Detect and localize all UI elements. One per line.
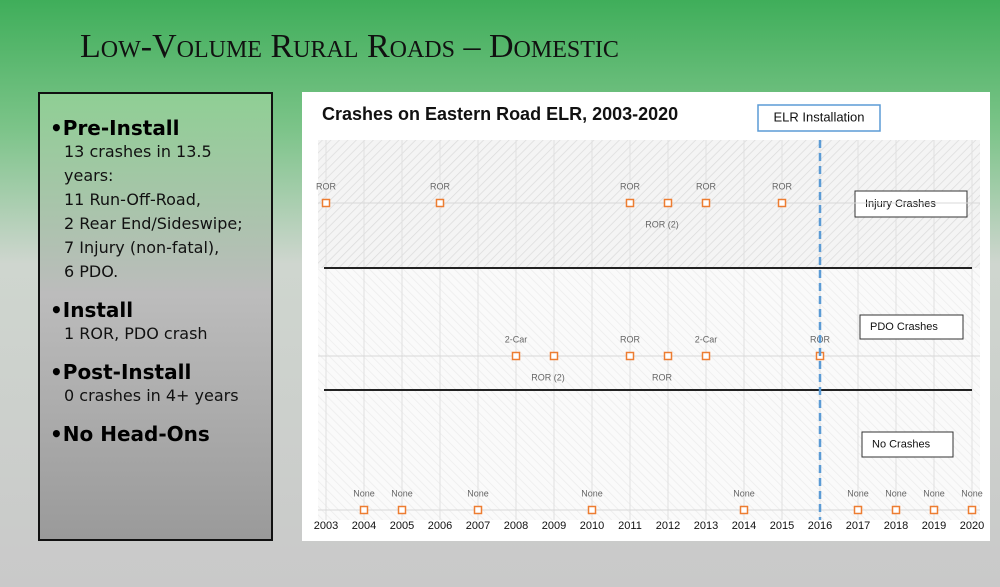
point-label: ROR [316, 181, 337, 191]
bullet-heading: •Install [50, 298, 134, 322]
x-tick-label: 2008 [504, 520, 528, 532]
crash-point [625, 198, 635, 208]
bullet-text: 6 PDO. [64, 262, 119, 281]
chart-box: Crashes on Eastern Road ELR, 2003-2020 2… [302, 92, 990, 541]
crash-point [853, 505, 863, 515]
point-label: None [961, 488, 983, 498]
x-tick-label: 2006 [428, 520, 452, 532]
point-label: None [885, 488, 907, 498]
installation-label: ELR Installation [773, 109, 864, 124]
x-tick-label: 2015 [770, 520, 794, 532]
crash-point [587, 505, 597, 515]
crash-point [663, 198, 673, 208]
band [318, 268, 980, 520]
bullet-text: years: [64, 166, 114, 185]
crash-point [435, 198, 445, 208]
row-legend-box [854, 190, 968, 218]
point-label: ROR [620, 181, 641, 191]
crash-point [701, 351, 711, 361]
crash-point [473, 505, 483, 515]
x-tick-label: 2007 [466, 520, 490, 532]
point-label: ROR [696, 181, 717, 191]
bullet-text: 7 Injury (non-fatal), [64, 238, 220, 257]
crash-point [891, 505, 901, 515]
x-tick-label: 2020 [960, 520, 984, 532]
point-label: ROR [620, 334, 641, 344]
crash-point [549, 351, 559, 361]
chart-title: Crashes on Eastern Road ELR, 2003-2020 [322, 104, 678, 124]
crash-point [663, 351, 673, 361]
bullet-text: 0 crashes in 4+ years [64, 386, 239, 405]
point-label: ROR [652, 372, 673, 382]
bullet-text: 2 Rear End/Sideswipe; [64, 214, 243, 233]
x-tick-label: 2018 [884, 520, 908, 532]
row-legend-label: No Crashes [872, 438, 931, 450]
bullet: •No Head-Ons [50, 422, 271, 446]
bullet-text: 13 crashes in 13.5 [64, 142, 212, 161]
point-label: None [467, 488, 489, 498]
crash-point [321, 198, 331, 208]
x-tick-label: 2017 [846, 520, 870, 532]
point-label: ROR [772, 181, 793, 191]
crash-point [701, 198, 711, 208]
bullet-text: 11 Run-Off-Road, [64, 190, 201, 209]
bullet-box: •Pre-Install 13 crashes in 13.5 years: 11 R… [38, 92, 273, 541]
point-label: None [923, 488, 945, 498]
x-tick-label: 2009 [542, 520, 566, 532]
crash-point [625, 351, 635, 361]
crash-point [511, 351, 521, 361]
installation-box [757, 104, 881, 132]
slide-title: Low-Volume Rural Roads – Domestic [80, 28, 619, 65]
bullet-text: 1 ROR, PDO crash [64, 324, 208, 343]
row-legend-label: PDO Crashes [870, 321, 938, 333]
point-label: 2-Car [695, 334, 718, 344]
point-label: None [847, 488, 869, 498]
point-label: ROR (2) [531, 372, 565, 382]
crash-point [359, 505, 369, 515]
row-legend-box [861, 431, 954, 458]
crash-point [929, 505, 939, 515]
point-label: None [391, 488, 413, 498]
point-label: None [733, 488, 755, 498]
x-tick-label: 2016 [808, 520, 832, 532]
point-label: None [581, 488, 603, 498]
x-tick-label: 2014 [732, 520, 756, 532]
x-tick-label: 2004 [352, 520, 376, 532]
crash-point [739, 505, 749, 515]
point-label: ROR [430, 181, 451, 191]
point-label: 2-Car [505, 334, 528, 344]
bullet-heading: •No Head-Ons [50, 422, 210, 446]
x-tick-label: 2005 [390, 520, 414, 532]
x-tick-label: 2010 [580, 520, 604, 532]
row-legend-label: Injury Crashes [865, 198, 936, 210]
x-tick-label: 2019 [922, 520, 946, 532]
x-tick-label: 2011 [618, 520, 642, 532]
x-tick-label: 2013 [694, 520, 718, 532]
bullet: •Post-Install 0 crashes in 4+ years [50, 360, 271, 408]
x-tick-label: 2003 [314, 520, 338, 532]
crash-point [777, 198, 787, 208]
bullet-heading: •Post-Install [50, 360, 192, 384]
point-label: ROR (2) [645, 219, 679, 229]
x-tick-label: 2012 [656, 520, 680, 532]
bullet: •Pre-Install 13 crashes in 13.5 years: 11 R… [50, 116, 271, 284]
row-legend-box [859, 314, 964, 340]
crash-point [967, 505, 977, 515]
bullet: •Install 1 ROR, PDO crash [50, 298, 271, 346]
bullet-heading: •Pre-Install [50, 116, 180, 140]
chart: Crashes on Eastern Road ELR, 2003-2020 2… [314, 104, 984, 532]
point-label: None [353, 488, 375, 498]
crash-point [397, 505, 407, 515]
